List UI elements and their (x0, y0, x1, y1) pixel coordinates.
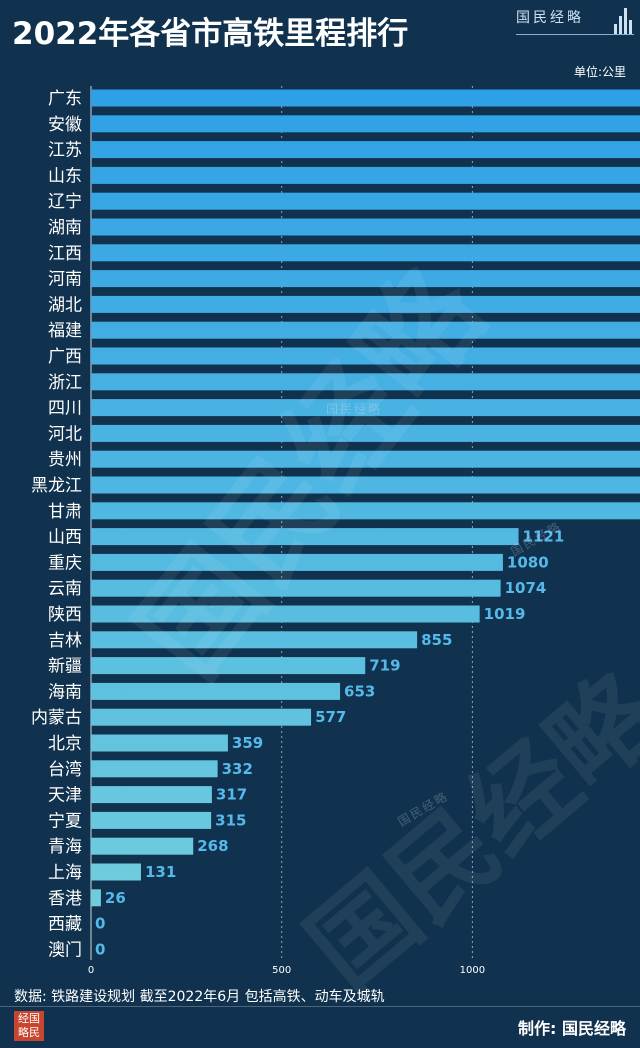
bar (91, 631, 418, 649)
bar (91, 192, 640, 210)
category-label: 江苏 (48, 141, 82, 161)
bar (91, 476, 640, 494)
category-label: 天津 (48, 786, 82, 806)
value-label: 577 (315, 708, 346, 726)
data-source-note: 数据: 铁路建设规划 截至2022年6月 包括高铁、动车及城轨 (14, 989, 385, 1005)
bar (91, 760, 218, 778)
value-label: 719 (369, 657, 400, 675)
category-label: 内蒙古 (31, 708, 82, 728)
category-label: 新疆 (48, 657, 82, 677)
category-label: 江西 (48, 244, 82, 264)
brand-text: 国民经略 (516, 10, 584, 26)
watermark-small: 国民经略 (326, 402, 383, 416)
category-label: 湖南 (48, 218, 82, 238)
chart-title: 2022年各省市高铁里程排行 (12, 16, 409, 52)
category-label: 浙江 (48, 373, 82, 393)
value-label: 653 (344, 682, 375, 700)
category-label: 贵州 (48, 450, 82, 470)
bar (91, 657, 366, 675)
value-label: 26 (105, 889, 126, 907)
stamp-text-bottom: 略民 (18, 1026, 40, 1039)
value-label: 315 (215, 811, 246, 829)
category-label: 青海 (48, 837, 82, 857)
category-label: 海南 (48, 682, 82, 702)
bar (91, 141, 640, 159)
bar (91, 528, 519, 546)
bar (91, 553, 503, 571)
bar (91, 450, 640, 468)
value-label: 1074 (505, 579, 547, 597)
brand-bars-icon (614, 8, 632, 34)
category-label: 北京 (48, 734, 82, 754)
value-label: 1121 (523, 528, 565, 546)
category-label: 香港 (48, 889, 82, 909)
category-label: 安徽 (48, 115, 82, 135)
value-label: 359 (232, 734, 263, 752)
category-label: 西藏 (48, 915, 82, 935)
category-label: 台湾 (48, 760, 82, 780)
bar (91, 579, 501, 597)
bar (91, 115, 640, 133)
x-tick-label: 500 (272, 965, 291, 976)
category-label: 上海 (48, 863, 82, 883)
value-label: 268 (197, 837, 228, 855)
unit-label: 单位:公里 (573, 65, 626, 79)
value-label: 1080 (507, 553, 549, 571)
bar (91, 863, 141, 881)
bar (91, 502, 640, 520)
value-label: 1019 (484, 605, 526, 623)
bar (91, 347, 640, 365)
bar (91, 166, 640, 184)
category-label: 澳门 (48, 940, 82, 960)
category-label: 湖北 (48, 295, 82, 315)
category-label: 广东 (48, 89, 82, 109)
bar (91, 244, 640, 262)
value-label: 0 (95, 915, 105, 933)
category-label: 甘肃 (48, 502, 82, 522)
category-label: 云南 (48, 579, 82, 599)
footer-divider (0, 1006, 640, 1007)
bar (91, 682, 341, 700)
value-label: 332 (222, 760, 253, 778)
bar (91, 811, 212, 829)
bar (91, 424, 640, 442)
category-label: 陕西 (48, 605, 82, 625)
bar (91, 786, 212, 804)
bar (91, 218, 640, 236)
value-label: 855 (421, 631, 452, 649)
category-label: 吉林 (48, 631, 82, 651)
category-label: 四川 (48, 399, 82, 419)
category-label: 河北 (48, 424, 82, 444)
category-label: 山东 (48, 166, 82, 186)
maker-credit: 制作: 国民经略 (518, 1019, 626, 1038)
bar (91, 605, 480, 623)
category-label: 重庆 (48, 553, 82, 573)
bar (91, 270, 640, 288)
bar (91, 399, 640, 417)
category-label: 山西 (48, 528, 82, 548)
bar (91, 734, 228, 752)
bar (91, 373, 640, 391)
x-tick-label: 0 (88, 965, 94, 976)
bar (91, 321, 640, 339)
brand-logo: 国民经略 (516, 6, 634, 35)
category-label: 广西 (48, 347, 82, 367)
value-label: 131 (145, 863, 176, 881)
value-label: 0 (95, 940, 105, 958)
bar (91, 837, 194, 855)
category-label: 福建 (48, 321, 82, 341)
category-label: 辽宁 (48, 192, 82, 212)
category-label: 河南 (48, 270, 82, 290)
bar (91, 708, 312, 726)
category-label: 黑龙江 (31, 476, 82, 496)
category-label: 宁夏 (48, 811, 82, 831)
value-label: 317 (216, 786, 247, 804)
x-tick-label: 1000 (460, 965, 485, 976)
seal-stamp: 经国 略民 (14, 1011, 44, 1041)
stamp-text-top: 经国 (18, 1012, 40, 1025)
bar (91, 295, 640, 313)
bar (91, 89, 640, 107)
bar (91, 889, 101, 907)
